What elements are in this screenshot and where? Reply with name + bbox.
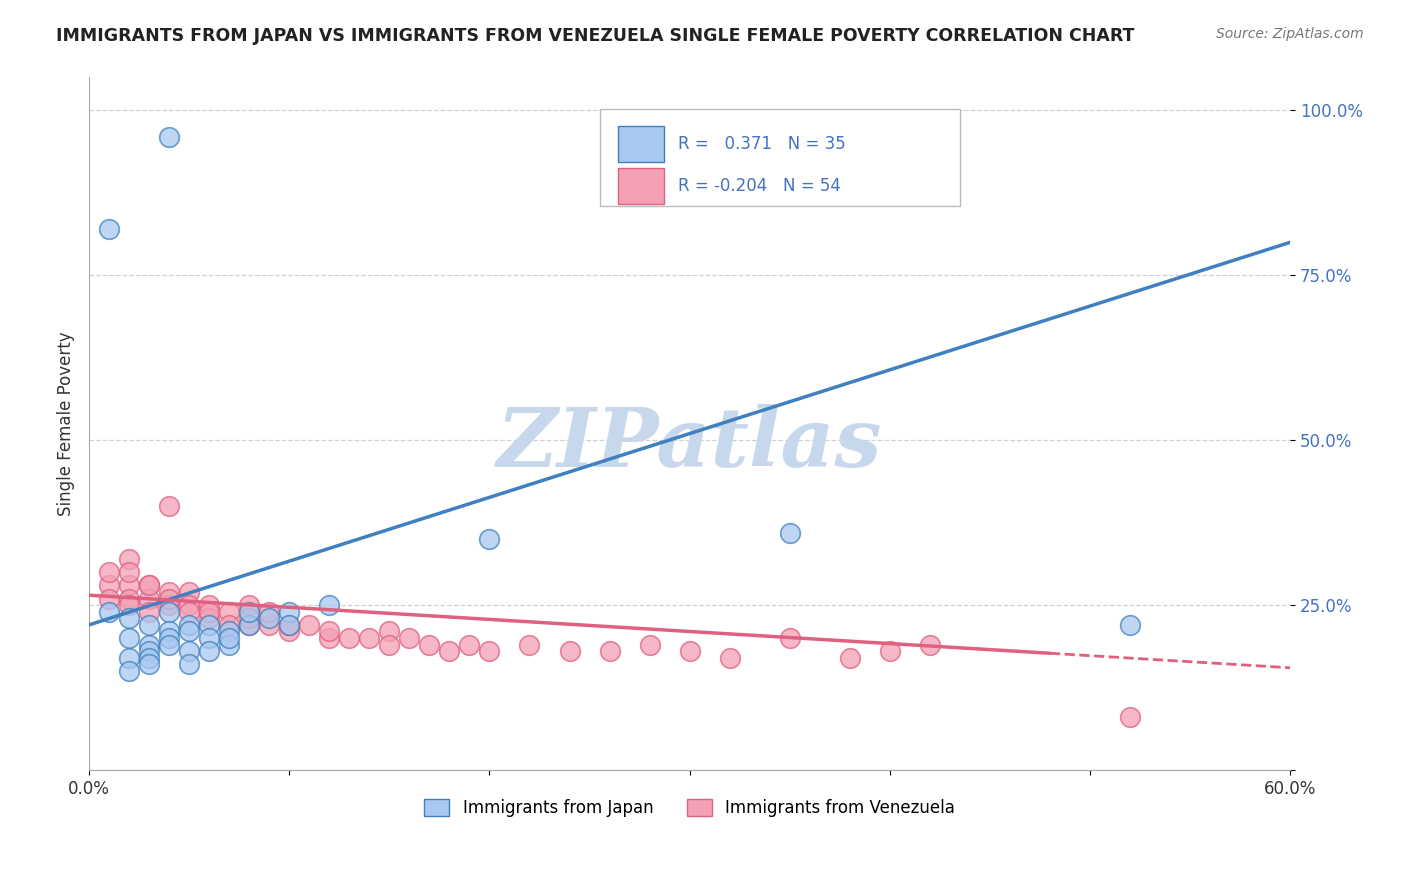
Point [157,591,180,606]
Point [218,631,240,645]
Point [118,651,141,665]
Point [278,618,301,632]
Point [98,591,121,606]
Point [218,605,240,619]
Point [257,618,280,632]
Point [337,631,360,645]
Legend: Immigrants from Japan, Immigrants from Venezuela: Immigrants from Japan, Immigrants from V… [418,792,962,824]
Point [179,644,201,658]
Point [318,631,340,645]
Point [98,222,121,236]
Point [558,644,581,658]
Point [138,578,160,592]
Point [118,664,141,678]
Point [179,624,201,639]
Point [218,638,240,652]
Point [138,591,160,606]
Point [879,644,901,658]
Point [238,611,260,625]
Point [519,638,541,652]
Point [118,611,141,625]
Point [118,552,141,566]
Point [278,605,301,619]
Point [157,499,180,513]
Y-axis label: Single Female Poverty: Single Female Poverty [58,332,75,516]
Text: ZIPatlas: ZIPatlas [496,404,883,484]
Point [138,618,160,632]
Point [138,657,160,672]
Point [779,525,801,540]
Point [318,624,340,639]
Point [478,644,501,658]
Text: IMMIGRANTS FROM JAPAN VS IMMIGRANTS FROM VENEZUELA SINGLE FEMALE POVERTY CORRELA: IMMIGRANTS FROM JAPAN VS IMMIGRANTS FROM… [56,27,1135,45]
Point [378,638,401,652]
Point [157,129,180,144]
Point [439,644,461,658]
Point [359,631,381,645]
Point [198,618,221,632]
Point [198,605,221,619]
Point [157,598,180,612]
Point [98,565,121,579]
Point [1119,710,1142,724]
FancyBboxPatch shape [617,168,665,204]
Point [678,644,700,658]
Text: Source: ZipAtlas.com: Source: ZipAtlas.com [1216,27,1364,41]
Point [599,644,621,658]
FancyBboxPatch shape [599,109,960,205]
Point [118,578,141,592]
Point [398,631,420,645]
Point [378,624,401,639]
Point [418,638,440,652]
Point [838,651,860,665]
Point [298,618,321,632]
Point [198,598,221,612]
Point [198,644,221,658]
Point [138,651,160,665]
Point [478,532,501,546]
Point [638,638,661,652]
Point [179,657,201,672]
Point [179,585,201,599]
Point [157,631,180,645]
Text: R = -0.204   N = 54: R = -0.204 N = 54 [678,177,841,194]
Point [458,638,481,652]
Point [218,624,240,639]
Point [157,624,180,639]
Point [1119,618,1142,632]
Point [118,598,141,612]
Point [198,631,221,645]
Point [718,651,741,665]
Point [238,618,260,632]
Point [179,618,201,632]
Point [138,578,160,592]
Point [118,631,141,645]
Point [118,591,141,606]
Point [198,611,221,625]
Point [218,618,240,632]
Point [138,605,160,619]
Point [157,638,180,652]
Point [779,631,801,645]
Text: R =   0.371   N = 35: R = 0.371 N = 35 [678,135,845,153]
Point [257,611,280,625]
Point [278,624,301,639]
Point [238,605,260,619]
Point [179,605,201,619]
Point [157,605,180,619]
Point [138,638,160,652]
Point [257,605,280,619]
Point [138,644,160,658]
Point [318,598,340,612]
Point [179,598,201,612]
FancyBboxPatch shape [617,126,665,161]
Point [157,585,180,599]
Point [98,578,121,592]
Point [278,618,301,632]
Point [238,618,260,632]
Point [98,605,121,619]
Point [238,598,260,612]
Point [118,565,141,579]
Point [918,638,941,652]
